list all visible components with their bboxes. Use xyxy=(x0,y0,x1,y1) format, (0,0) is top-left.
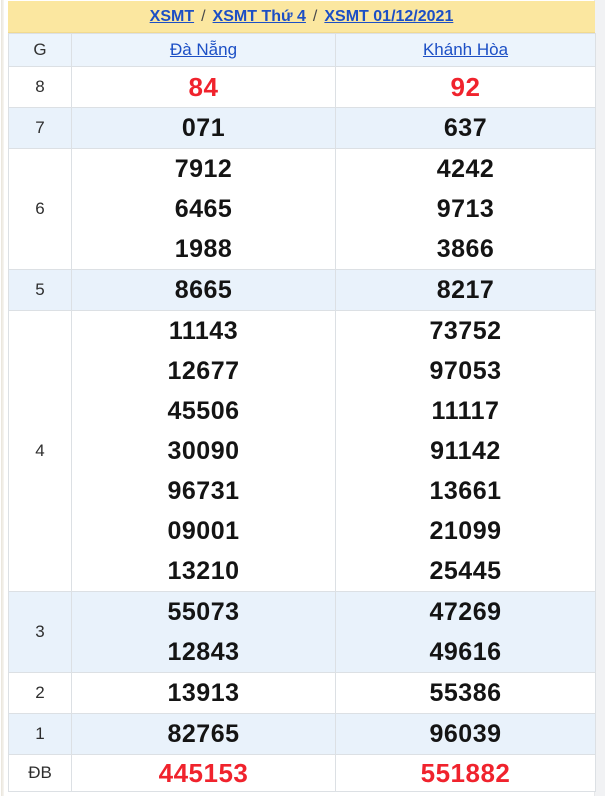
table-row: 6 7912 6465 1988 4242 9713 3866 xyxy=(8,148,596,270)
breadcrumb-separator: / xyxy=(312,7,318,25)
result-cell: 071 xyxy=(71,107,336,149)
table-row: 2 13913 55386 xyxy=(8,672,596,714)
result-value: 12843 xyxy=(167,637,240,666)
results-body: 8 84 92 7 071 637 6 7912 6465 1988 4242 9713 3866 5 86… xyxy=(8,66,596,792)
table-row: 3 55073 12843 47269 49616 xyxy=(8,591,596,673)
province-header-khanh-hoa: Khánh Hòa xyxy=(335,33,596,67)
result-value: 551882 xyxy=(420,757,511,788)
table-header-row: G Đà Nẵng Khánh Hòa xyxy=(8,33,596,67)
prize-label: ĐB xyxy=(8,754,72,792)
result-value: 8217 xyxy=(436,275,495,304)
result-cell: 551882 xyxy=(335,754,596,792)
prize-label: 7 xyxy=(8,107,72,149)
result-value: 55386 xyxy=(429,678,502,707)
result-cell: 84 xyxy=(71,66,336,108)
result-cell: 7912 6465 1988 xyxy=(71,148,336,270)
result-value: 1988 xyxy=(174,234,233,263)
result-value: 11143 xyxy=(168,316,239,345)
result-value: 071 xyxy=(181,113,226,142)
result-cell: 4242 9713 3866 xyxy=(335,148,596,270)
prize-label: 5 xyxy=(8,269,72,311)
province-header-da-nang: Đà Nẵng xyxy=(71,33,336,67)
result-value: 47269 xyxy=(429,597,502,626)
result-value: 13661 xyxy=(429,476,502,505)
result-value: 13210 xyxy=(167,556,240,585)
result-value: 82765 xyxy=(167,719,240,748)
result-value: 4242 xyxy=(436,154,495,183)
result-cell: 92 xyxy=(335,66,596,108)
result-value: 96731 xyxy=(167,476,240,505)
breadcrumb-link-date[interactable]: XSMT 01/12/2021 xyxy=(324,7,454,25)
table-row: 5 8665 8217 xyxy=(8,269,596,311)
result-value: 49616 xyxy=(429,637,502,666)
result-value: 84 xyxy=(188,71,219,102)
prize-column-header: G xyxy=(8,33,72,67)
province-link-da-nang[interactable]: Đà Nẵng xyxy=(169,40,238,59)
results-content: XSMT / XSMT Thứ 4 / XSMT 01/12/2021 G Đà… xyxy=(8,1,596,792)
result-value: 91142 xyxy=(430,436,501,465)
result-value: 3866 xyxy=(436,234,495,263)
prize-label: 8 xyxy=(8,66,72,108)
result-value: 21099 xyxy=(429,516,502,545)
result-cell: 11143 12677 45506 30090 96731 09001 13210 xyxy=(71,310,336,592)
result-value: 7912 xyxy=(174,154,233,183)
table-row: ĐB 445153 551882 xyxy=(8,754,596,792)
result-cell: 73752 97053 11117 91142 13661 21099 25445 xyxy=(335,310,596,592)
result-value: 12677 xyxy=(167,356,240,385)
result-cell: 637 xyxy=(335,107,596,149)
prize-label: 1 xyxy=(8,713,72,755)
result-cell: 47269 49616 xyxy=(335,591,596,673)
prize-label: 4 xyxy=(8,310,72,592)
result-value: 97053 xyxy=(429,356,502,385)
result-value: 9713 xyxy=(436,194,495,223)
result-cell: 13913 xyxy=(71,672,336,714)
result-cell: 55386 xyxy=(335,672,596,714)
result-value: 11117 xyxy=(431,396,500,425)
prize-label: 3 xyxy=(8,591,72,673)
table-row: 1 82765 96039 xyxy=(8,713,596,755)
breadcrumb-link-weekday[interactable]: XSMT Thứ 4 xyxy=(212,7,306,25)
table-row: 4 11143 12677 45506 30090 96731 09001 13210 7375… xyxy=(8,310,596,592)
result-cell: 82765 xyxy=(71,713,336,755)
breadcrumb-separator: / xyxy=(201,7,206,25)
prize-label: 6 xyxy=(8,148,72,270)
result-value: 55073 xyxy=(167,597,240,626)
result-cell: 445153 xyxy=(71,754,336,792)
result-value: 09001 xyxy=(167,516,240,545)
table-row: 8 84 92 xyxy=(8,66,596,108)
result-value: 445153 xyxy=(158,757,249,788)
prize-label: 2 xyxy=(8,672,72,714)
result-value: 8665 xyxy=(174,275,233,304)
page-left-edge xyxy=(1,0,4,796)
result-value: 30090 xyxy=(167,436,240,465)
result-value: 25445 xyxy=(429,556,502,585)
result-cell: 8665 xyxy=(71,269,336,311)
province-link-khanh-hoa[interactable]: Khánh Hòa xyxy=(422,40,509,59)
result-value: 73752 xyxy=(429,316,502,345)
results-table: G Đà Nẵng Khánh Hòa 8 84 92 7 071 637 6 7912 646… xyxy=(8,33,596,792)
table-row: 7 071 637 xyxy=(8,107,596,149)
breadcrumb-link-xsmt[interactable]: XSMT xyxy=(149,7,195,25)
result-value: 96039 xyxy=(429,719,502,748)
result-value: 6465 xyxy=(174,194,233,223)
result-value: 13913 xyxy=(167,678,240,707)
result-value: 637 xyxy=(443,113,488,142)
result-value: 45506 xyxy=(167,396,240,425)
breadcrumb: XSMT / XSMT Thứ 4 / XSMT 01/12/2021 xyxy=(8,1,595,33)
result-value: 92 xyxy=(450,71,481,102)
result-cell: 55073 12843 xyxy=(71,591,336,673)
result-cell: 8217 xyxy=(335,269,596,311)
result-cell: 96039 xyxy=(335,713,596,755)
